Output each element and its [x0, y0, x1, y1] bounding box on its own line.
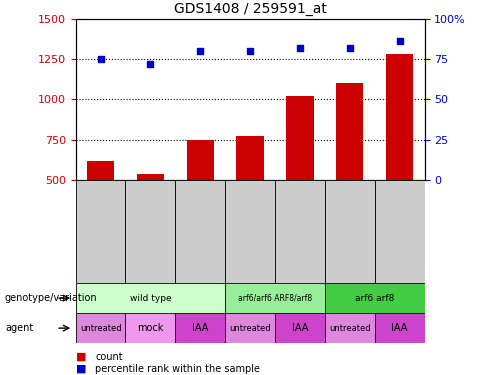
Bar [286, 96, 314, 261]
Point [346, 45, 354, 51]
Text: wild type: wild type [130, 294, 171, 303]
Point [246, 48, 254, 54]
Bar [175, 313, 225, 343]
Bar [76, 180, 125, 283]
Text: arf6/arf6 ARF8/arf8: arf6/arf6 ARF8/arf8 [238, 294, 312, 303]
Text: agent: agent [5, 323, 33, 333]
Point [146, 61, 154, 67]
Bar [175, 180, 225, 283]
Point [97, 56, 104, 62]
Bar [125, 180, 175, 283]
Text: ■: ■ [76, 364, 86, 374]
Text: percentile rank within the sample: percentile rank within the sample [95, 364, 260, 374]
Bar [125, 313, 175, 343]
Bar [87, 160, 114, 261]
Text: IAA: IAA [192, 323, 208, 333]
Bar [386, 54, 413, 261]
Text: genotype/variation: genotype/variation [5, 293, 98, 303]
Point [196, 48, 204, 54]
Point [396, 38, 404, 44]
Title: GDS1408 / 259591_at: GDS1408 / 259591_at [174, 2, 326, 16]
Text: count: count [95, 352, 123, 362]
Text: untreated: untreated [329, 324, 370, 333]
Bar [275, 313, 325, 343]
Bar [325, 283, 425, 313]
Text: untreated: untreated [80, 324, 122, 333]
Point [296, 45, 304, 51]
Bar [325, 180, 375, 283]
Bar [225, 313, 275, 343]
Text: untreated: untreated [229, 324, 271, 333]
Bar [275, 180, 325, 283]
Bar [225, 180, 275, 283]
Bar [186, 140, 214, 261]
Text: ■: ■ [76, 352, 86, 362]
Bar [236, 136, 264, 261]
Text: mock: mock [137, 323, 163, 333]
Bar [225, 283, 325, 313]
Text: IAA: IAA [391, 323, 408, 333]
Bar [325, 313, 375, 343]
Bar [375, 313, 425, 343]
Bar [76, 283, 225, 313]
Bar [336, 83, 364, 261]
Bar [375, 180, 425, 283]
Bar [137, 174, 164, 261]
Text: arf6 arf8: arf6 arf8 [355, 294, 394, 303]
Text: IAA: IAA [292, 323, 308, 333]
Bar [76, 313, 125, 343]
